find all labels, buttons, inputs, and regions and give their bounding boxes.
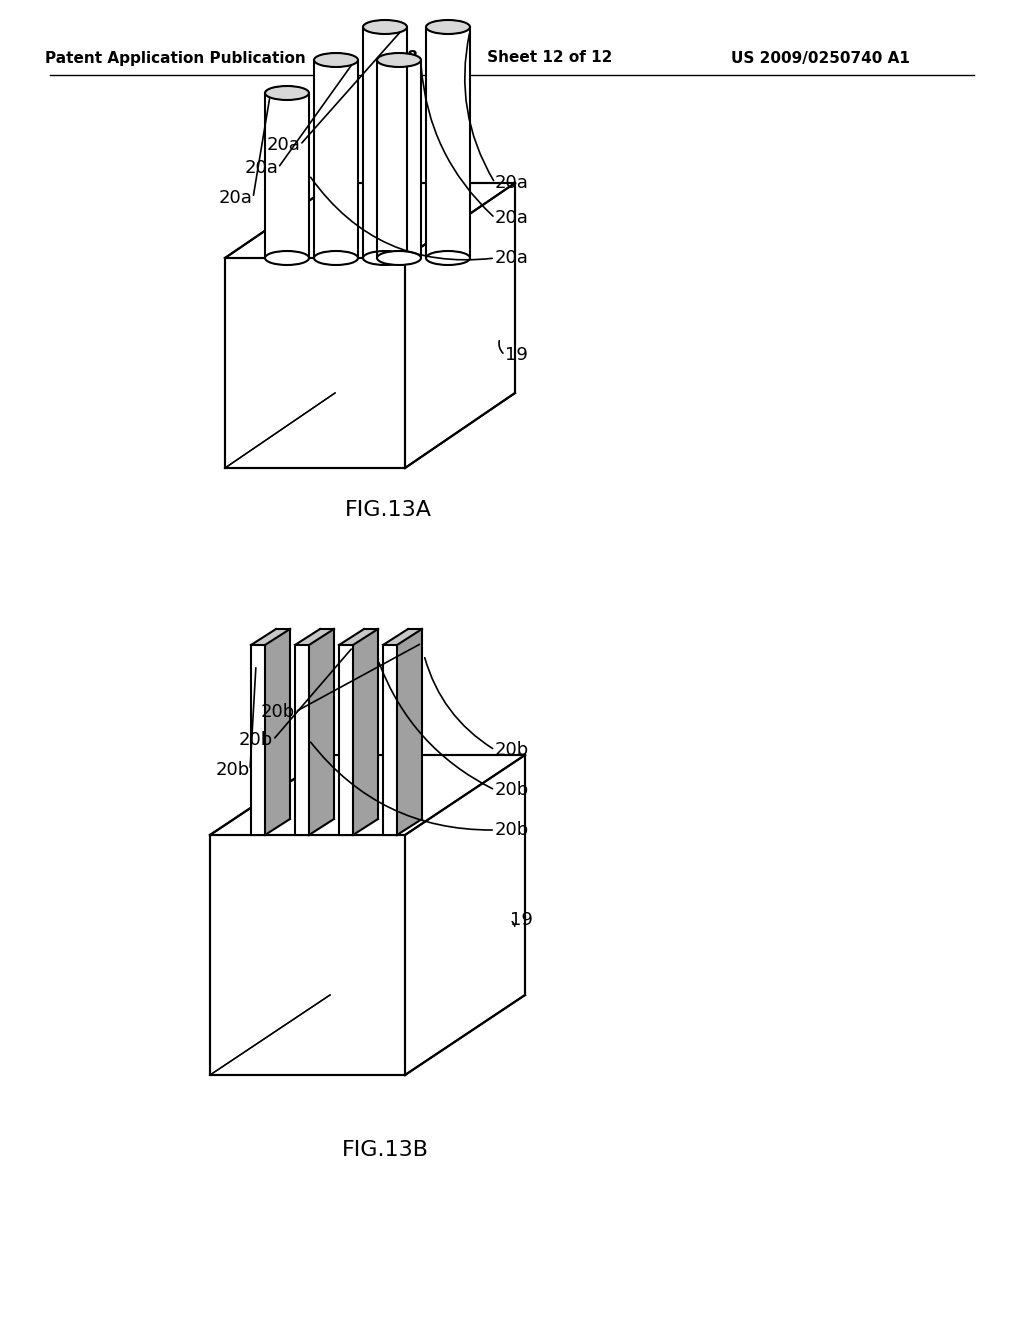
Text: 20a: 20a — [495, 209, 528, 227]
Ellipse shape — [377, 251, 421, 265]
Polygon shape — [353, 630, 378, 836]
Text: Patent Application Publication: Patent Application Publication — [45, 50, 305, 66]
Text: 20a: 20a — [219, 189, 253, 207]
Text: US 2009/0250740 A1: US 2009/0250740 A1 — [730, 50, 909, 66]
Ellipse shape — [314, 251, 358, 265]
Ellipse shape — [362, 251, 407, 265]
Ellipse shape — [377, 53, 421, 67]
Text: 20a: 20a — [495, 249, 528, 267]
Polygon shape — [314, 59, 358, 257]
Ellipse shape — [426, 251, 470, 265]
Text: 19: 19 — [505, 346, 528, 364]
Text: 20a: 20a — [266, 136, 300, 154]
Ellipse shape — [362, 20, 407, 34]
Text: 20b: 20b — [495, 741, 529, 759]
Polygon shape — [339, 645, 353, 836]
Polygon shape — [397, 630, 422, 836]
Text: 20b: 20b — [495, 781, 529, 799]
Text: 20b: 20b — [495, 821, 529, 840]
Polygon shape — [295, 645, 309, 836]
Ellipse shape — [426, 20, 470, 34]
Ellipse shape — [265, 86, 309, 100]
Polygon shape — [383, 630, 422, 645]
Text: 20a: 20a — [244, 158, 278, 177]
Polygon shape — [426, 26, 470, 257]
Text: Oct. 8, 2009   Sheet 12 of 12: Oct. 8, 2009 Sheet 12 of 12 — [368, 50, 612, 66]
Ellipse shape — [265, 251, 309, 265]
Text: 20b: 20b — [216, 762, 250, 779]
Polygon shape — [309, 630, 334, 836]
Polygon shape — [295, 630, 334, 645]
Text: 20a: 20a — [495, 174, 528, 191]
Ellipse shape — [314, 53, 358, 67]
Text: 19: 19 — [510, 911, 532, 929]
Polygon shape — [251, 630, 290, 645]
Polygon shape — [377, 59, 421, 257]
Polygon shape — [265, 92, 309, 257]
Text: 20b: 20b — [261, 704, 295, 721]
Text: FIG.13B: FIG.13B — [341, 1140, 428, 1160]
Polygon shape — [362, 26, 407, 257]
Polygon shape — [383, 645, 397, 836]
Polygon shape — [251, 645, 265, 836]
Polygon shape — [339, 630, 378, 645]
Text: FIG.13A: FIG.13A — [344, 500, 431, 520]
Polygon shape — [265, 630, 290, 836]
Text: 20b: 20b — [239, 731, 273, 748]
